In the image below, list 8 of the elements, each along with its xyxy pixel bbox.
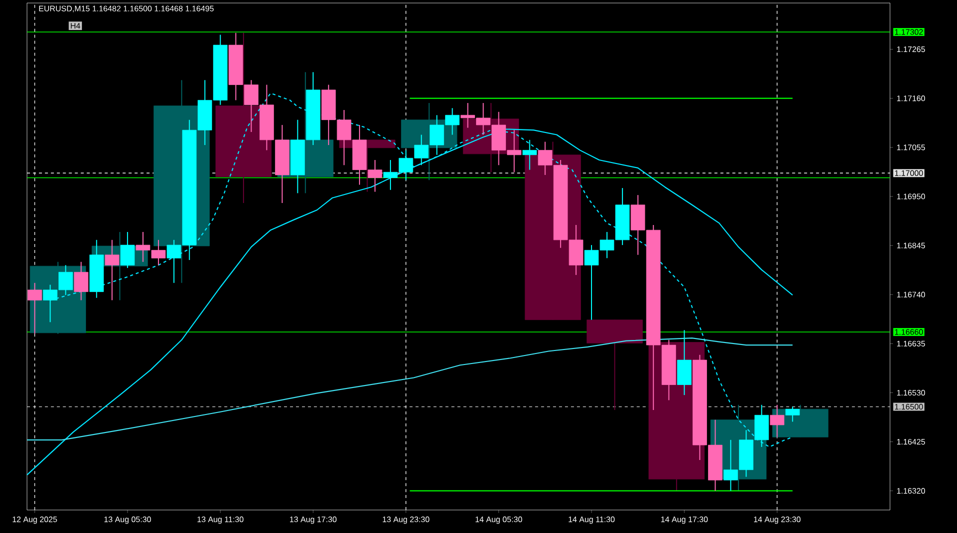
candlestick: [28, 282, 42, 334]
candlestick: [74, 261, 88, 301]
candlestick: [120, 231, 135, 268]
candlestick: [785, 406, 800, 422]
line-series: [26, 337, 794, 440]
candlestick: [104, 239, 120, 301]
candlestick: [522, 139, 537, 170]
candlestick: [770, 404, 784, 438]
